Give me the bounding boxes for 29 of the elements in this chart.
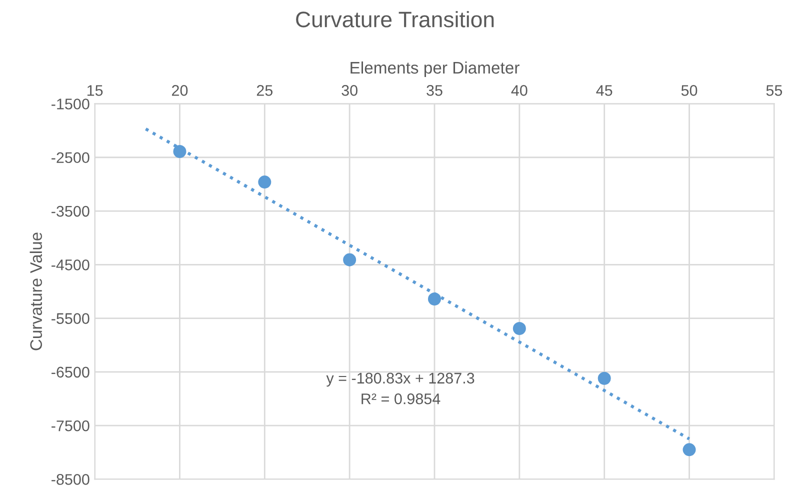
annotation: y = -180.83x + 1287.3 bbox=[326, 372, 474, 387]
y-tick-label: -6500 bbox=[52, 366, 90, 378]
point bbox=[173, 144, 186, 158]
y-tick-label: -7500 bbox=[52, 420, 90, 432]
chart-title: Curvature Transition bbox=[296, 11, 494, 28]
point bbox=[258, 176, 272, 189]
y-tick-label: -3500 bbox=[52, 206, 90, 217]
y-tick-label: -1500 bbox=[52, 98, 90, 110]
x-tick-label: 55 bbox=[766, 85, 782, 96]
point bbox=[598, 372, 611, 385]
y-tick-label: -4500 bbox=[52, 260, 90, 270]
x-tick-label: 40 bbox=[511, 85, 528, 96]
y-tick-label: -5500 bbox=[52, 313, 90, 324]
point bbox=[512, 322, 526, 335]
x-tick-label: 15 bbox=[87, 85, 103, 96]
x-tick-label: 30 bbox=[342, 85, 358, 96]
annotation: R² = 0.9854 bbox=[362, 393, 440, 404]
point bbox=[343, 253, 356, 266]
point bbox=[682, 443, 696, 456]
x-tick-label: 35 bbox=[426, 85, 442, 96]
x-tick-label: 20 bbox=[172, 85, 188, 96]
y-tick-label: -8500 bbox=[52, 474, 90, 485]
x-axis-title: Elements per Diameter bbox=[350, 61, 520, 77]
point bbox=[428, 292, 442, 306]
x-tick-label: 25 bbox=[256, 85, 273, 96]
y-tick-label: -2500 bbox=[52, 152, 90, 164]
x-tick-label: 45 bbox=[596, 85, 612, 96]
y-axis-title: Curvature Value bbox=[30, 232, 42, 350]
x-tick-label: 50 bbox=[681, 85, 698, 96]
